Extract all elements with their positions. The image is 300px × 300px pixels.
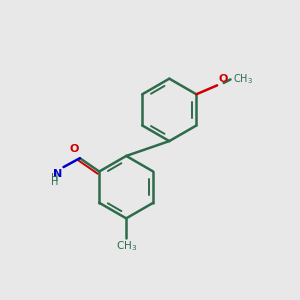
Text: N: N <box>53 169 62 178</box>
Text: CH$_3$: CH$_3$ <box>116 239 137 253</box>
Text: H: H <box>51 178 58 188</box>
Text: H: H <box>51 173 58 183</box>
Text: O: O <box>69 144 78 154</box>
Text: CH$_3$: CH$_3$ <box>233 73 254 86</box>
Text: O: O <box>219 74 228 84</box>
